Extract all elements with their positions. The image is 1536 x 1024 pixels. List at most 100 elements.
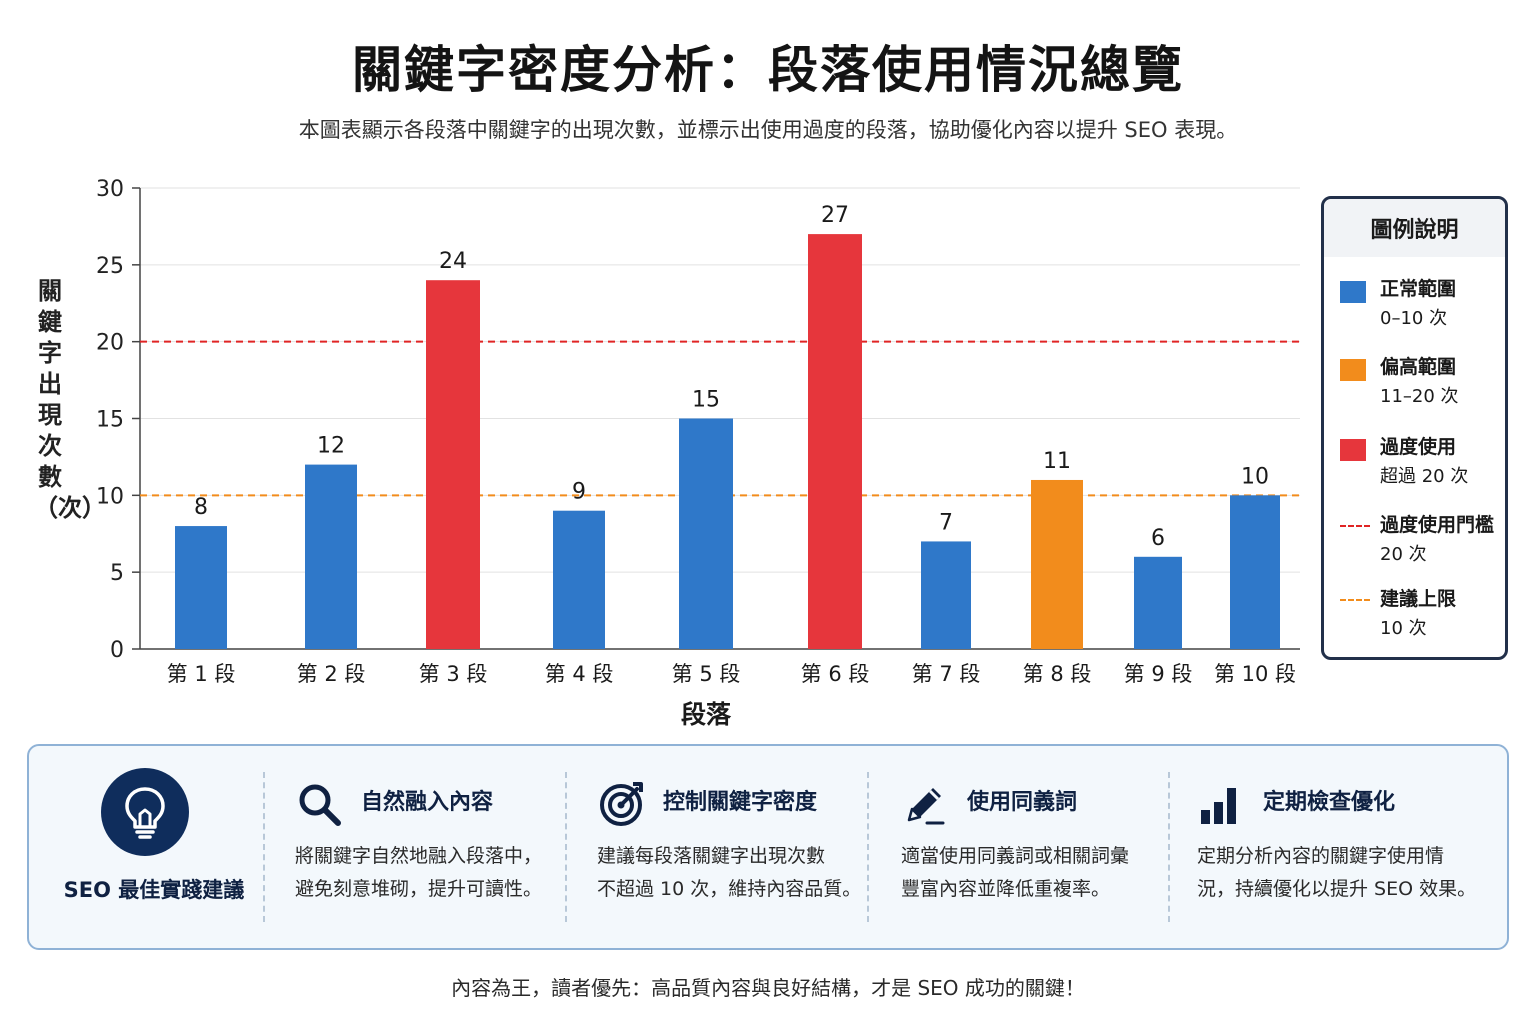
x-tick-label: 第 9 段 — [1124, 662, 1193, 686]
tip-line: 避免刻意堆砌，提升可讀性。 — [295, 878, 543, 900]
legend-text: 偏高範圍 11–20 次 — [1380, 353, 1520, 411]
target-icon — [597, 780, 645, 828]
tip-body: 定期分析內容的關鍵字使用情 況，持續優化以提升 SEO 效果。 — [1197, 840, 1497, 906]
y-tick-label: 5 — [110, 561, 124, 586]
divider — [1168, 772, 1170, 922]
y-axis-label-char: 關 — [38, 277, 62, 305]
y-tick-label: 30 — [96, 177, 124, 202]
legend-label: 過度使用門檻 — [1380, 514, 1495, 536]
page-title: 關鍵字密度分析：段落使用情況總覽 — [352, 41, 1184, 99]
legend-label: 過度使用 — [1380, 436, 1457, 458]
tip-line: 定期分析內容的關鍵字使用情 — [1197, 845, 1445, 867]
legend-sublabel: 超過 20 次 — [1380, 466, 1469, 487]
bar-value-label: 8 — [194, 495, 208, 520]
tip-title: 自然融入內容 — [361, 790, 494, 815]
x-tick-label: 第 2 段 — [297, 662, 366, 686]
y-axis-label-char: 出 — [38, 370, 62, 398]
legend: 圖例說明 正常範圍 0–10 次偏高範圍 11–20 次過度使用超過 20 次過度使… — [1321, 196, 1508, 660]
x-tick-label: 第 8 段 — [1023, 662, 1092, 686]
y-tick-label: 0 — [110, 638, 124, 663]
legend-title: 圖例說明 — [1324, 199, 1505, 257]
bar — [1031, 479, 1083, 649]
tip-title: 控制關鍵字密度 — [663, 790, 818, 815]
divider — [263, 772, 265, 922]
divider — [565, 772, 567, 922]
divider — [867, 772, 869, 922]
legend-label: 正常範圍 — [1380, 278, 1457, 300]
y-tick-label: 15 — [96, 408, 124, 433]
tip-line: 建議每段落關鍵字出現次數 — [597, 845, 826, 867]
tip-line: 將關鍵字自然地融入段落中， — [295, 845, 543, 867]
legend-sublabel: 20 次 — [1380, 544, 1427, 565]
legend-label: 建議上限 — [1380, 588, 1457, 610]
y-axis-label-char: 字 — [38, 339, 62, 367]
y-axis-label-char: 現 — [38, 401, 62, 429]
bar-value-label: 6 — [1151, 526, 1165, 551]
bar-value-label: 15 — [692, 388, 720, 413]
tip-title: 定期檢查優化 — [1263, 790, 1396, 815]
bar — [426, 280, 480, 649]
bar-value-label: 7 — [939, 510, 953, 535]
x-axis-label: 段落 — [681, 700, 732, 729]
tip-line: 不超過 10 次，維持內容品質。 — [597, 878, 862, 900]
x-tick-label: 第 10 段 — [1214, 662, 1296, 686]
legend-sublabel: 10 次 — [1380, 618, 1427, 639]
pencil-icon — [901, 780, 949, 828]
x-tick-label: 第 4 段 — [545, 662, 614, 686]
bar — [553, 510, 605, 649]
x-tick-label: 第 7 段 — [912, 662, 981, 686]
x-tick-label: 第 3 段 — [419, 662, 488, 686]
tips-main-label: SEO 最佳實踐建議 — [63, 878, 245, 902]
x-tick-label: 第 6 段 — [801, 662, 870, 686]
page-subtitle: 本圖表顯示各段落中關鍵字的出現次數，並標示出使用過度的段落，協助優化內容以提升 … — [298, 118, 1238, 142]
tip-line: 況，持續優化以提升 SEO 效果。 — [1197, 878, 1477, 900]
bar — [808, 234, 862, 649]
search-icon — [295, 780, 343, 828]
x-tick-label: 第 1 段 — [167, 662, 236, 686]
y-axis-label-char: （次） — [34, 494, 106, 522]
lightbulb-icon — [101, 768, 189, 856]
y-axis-label: 關鍵字出現次數 （次） — [34, 276, 106, 524]
footer-slogan: 內容為王，讀者優先：高品質內容與良好結構，才是 SEO 成功的關鍵！ — [451, 976, 1085, 1000]
tip-title: 使用同義詞 — [967, 790, 1078, 815]
legend-line-sample — [1340, 525, 1370, 527]
bar — [175, 526, 227, 649]
legend-text: 正常範圍 0–10 次 — [1380, 275, 1520, 333]
bar — [679, 418, 733, 649]
x-tick-label: 第 5 段 — [672, 662, 741, 686]
tip-body: 將關鍵字自然地融入段落中， 避免刻意堆砌，提升可讀性。 — [295, 840, 595, 906]
bar-value-label: 27 — [821, 203, 849, 228]
bar-value-label: 11 — [1043, 449, 1071, 474]
tip-line: 豐富內容並降低重複率。 — [901, 878, 1111, 900]
legend-text: 過度使用門檻 20 次 — [1380, 511, 1520, 569]
legend-swatch — [1340, 359, 1366, 381]
bar — [921, 541, 971, 649]
tips-main: SEO 最佳實踐建議 — [29, 746, 263, 952]
y-axis-label-char: 數 — [38, 463, 62, 491]
legend-label: 偏高範圍 — [1380, 356, 1457, 378]
tip-body: 適當使用同義詞或相關詞彙 豐富內容並降低重複率。 — [901, 840, 1201, 906]
bar-value-label: 24 — [439, 249, 467, 274]
legend-swatch — [1340, 439, 1366, 461]
legend-sublabel: 0–10 次 — [1380, 308, 1448, 329]
bar — [1134, 556, 1182, 649]
y-tick-label: 20 — [96, 331, 124, 356]
tip-line: 適當使用同義詞或相關詞彙 — [901, 845, 1130, 867]
y-tick-label: 10 — [96, 484, 124, 509]
y-axis-label-char: 次 — [38, 432, 62, 460]
y-tick-label: 25 — [96, 254, 124, 279]
bar — [1230, 495, 1280, 649]
y-axis-label-char: 鍵 — [38, 308, 62, 336]
bar — [305, 464, 357, 649]
bar-value-label: 10 — [1241, 464, 1269, 489]
bar-chart: 0 5 10 15 20 25 30 8 第 1 段 12 第 2 段 24 第 3 段 9 第 4 段 15… — [96, 177, 1300, 729]
tip-body: 建議每段落關鍵字出現次數 不超過 10 次，維持內容品質。 — [597, 840, 897, 906]
bar-chart-icon — [1197, 780, 1245, 828]
legend-sublabel: 11–20 次 — [1380, 386, 1459, 407]
bar-value-label: 12 — [317, 434, 345, 459]
bar-value-label: 9 — [572, 480, 586, 505]
legend-text: 過度使用超過 20 次 — [1380, 433, 1520, 491]
legend-swatch — [1340, 281, 1366, 303]
legend-line-sample — [1340, 599, 1370, 601]
seo-tips-panel: SEO 最佳實踐建議 自然融入內容 將關鍵字自然地融入段落中， 避免刻意堆砌，提… — [27, 744, 1509, 950]
